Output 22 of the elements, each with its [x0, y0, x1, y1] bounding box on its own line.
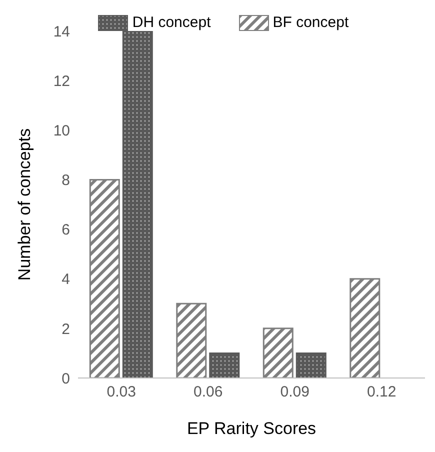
y-tick-label: 10 [53, 122, 70, 140]
y-axis-title: Number of concepts [15, 128, 34, 281]
legend-label: BF concept [272, 14, 349, 31]
y-tick-label: 14 [53, 23, 70, 40]
legend-label: DH concept [131, 14, 211, 31]
bar [176, 302, 207, 378]
y-tick-label: 12 [53, 72, 70, 90]
y-tick-label: 4 [62, 271, 70, 288]
x-tick-label: 0.03 [106, 384, 136, 401]
y-tick-label: 2 [62, 320, 70, 338]
bar [89, 178, 120, 378]
bar [262, 328, 294, 378]
y-tick-label: 8 [62, 172, 70, 190]
x-tick-label: 0.06 [194, 384, 223, 401]
bar [350, 278, 380, 378]
bar [296, 352, 326, 378]
x-tick-label: 0.12 [367, 384, 396, 401]
bar [209, 352, 240, 378]
x-tick-label: 0.09 [280, 384, 310, 401]
y-tick-label: 0 [62, 370, 70, 388]
x-axis-title: EP Rarity Scores [186, 419, 316, 438]
y-tick-label: 6 [62, 222, 70, 239]
